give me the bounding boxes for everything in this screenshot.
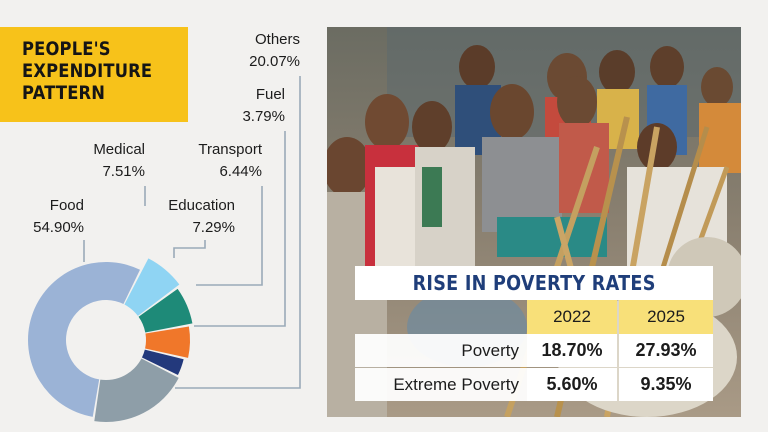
poverty-table-title: RISE IN POVERTY RATES [355,266,713,300]
label-education-name: Education [168,197,235,214]
table-row: Poverty 18.70% 27.93% [355,334,713,367]
leader-line-fuel [194,131,286,327]
label-fuel-value: 3.79% [242,108,285,125]
poverty-table: RISE IN POVERTY RATES 2022 2025 Poverty … [355,266,713,402]
extreme-poverty-2022-cell: 5.60% [527,368,617,401]
donut-slice-fuel [141,349,184,376]
label-transport-value: 6.44% [219,163,262,180]
donut-slice-food [27,261,140,417]
donut-slice-education [138,288,193,333]
label-medical-value: 7.51% [102,163,145,180]
row-label-poverty: Poverty [355,334,527,367]
table-row: Extreme Poverty 5.60% 9.35% [355,368,713,401]
title-line-3: PATTERN [22,82,106,104]
donut-slice-transport [145,326,190,358]
label-food-name: Food [49,197,84,214]
label-transport-name: Transport [198,141,262,158]
poverty-2025-cell: 27.93% [619,334,713,367]
poverty-2022-cell: 18.70% [527,334,617,367]
label-others-value: 20.07% [249,53,300,70]
donut-slice-others [94,358,179,422]
label-education-value: 7.29% [192,219,235,236]
poverty-table-header-row: 2022 2025 [355,300,713,334]
label-food-value: 54.90% [33,219,84,236]
year-2022-header: 2022 [527,300,617,334]
year-2025-header: 2025 [619,300,713,334]
donut-slice-medical [124,258,180,316]
extreme-poverty-2025-cell: 9.35% [619,368,713,401]
label-fuel-name: Fuel [255,86,285,103]
leader-line-transport [196,186,263,286]
title-box: PEOPLE'S EXPENDITURE PATTERN [0,27,188,122]
leader-line-others [175,76,301,389]
title-line-2: EXPENDITURE [22,60,153,82]
title-line-1: PEOPLE'S [22,38,111,60]
label-medical-name: Medical [93,141,145,158]
row-label-extreme-poverty: Extreme Poverty [355,368,527,401]
label-others-name: Others [254,31,300,48]
leader-line-education [173,240,206,258]
